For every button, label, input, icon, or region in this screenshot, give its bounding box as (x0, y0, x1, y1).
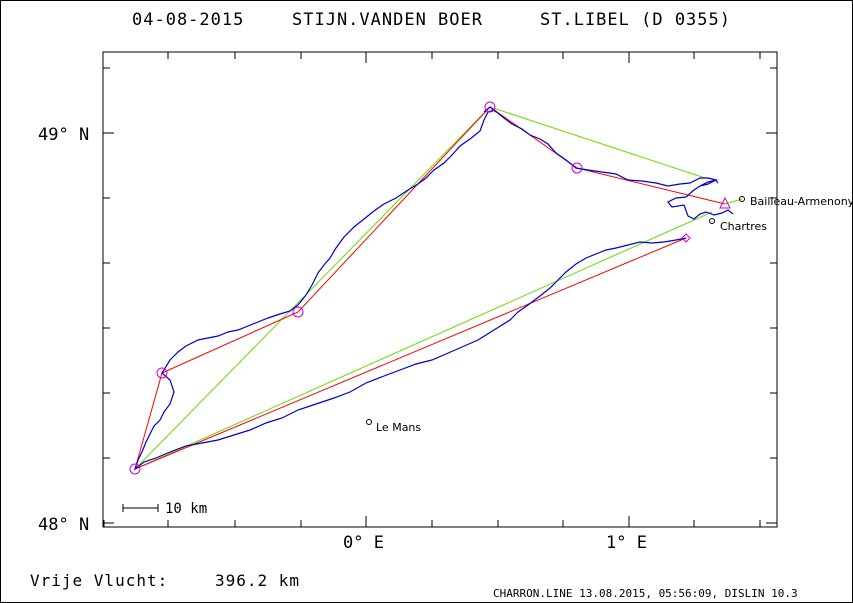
turnpoint-marker (292, 306, 304, 318)
plot-area (102, 51, 778, 528)
scale-bar (122, 504, 159, 512)
turnpoints (129, 101, 731, 475)
lat-label-48: 48° N (38, 515, 89, 535)
result-label: Vrije Vlucht: (30, 571, 168, 590)
place-label-chartres: Chartres (720, 220, 767, 233)
title-pilot: STIJN.VANDEN BOER (292, 10, 483, 30)
place-marker-le-mans (366, 419, 372, 425)
title-date: 04-08-2015 (132, 10, 244, 30)
lat-label-49: 49° N (38, 125, 89, 145)
task-legs (134, 106, 726, 470)
axis-ticks (103, 52, 777, 527)
turnpoint-marker (129, 463, 141, 475)
gps-track (133, 106, 734, 471)
flight-legs (134, 106, 743, 470)
title-glider: ST.LIBEL (D 0355) (540, 10, 731, 30)
footer-text: CHARRON.LINE 13.08.2015, 05:56:09, DISLI… (493, 587, 798, 600)
lon-label-1: 1° E (606, 533, 647, 553)
place-label-bailleau: Bailleau-Armenony (750, 195, 853, 208)
finish-diamond (681, 233, 691, 243)
start-triangle (719, 196, 731, 209)
scale-bar-label: 10 km (165, 501, 207, 517)
lon-label-0: 0° E (343, 533, 384, 553)
turnpoint-marker (156, 367, 168, 379)
result-value: 396.2 km (215, 571, 300, 590)
place-marker-bailleau (739, 196, 745, 202)
places: Bailleau-Armenony Chartres Le Mans (366, 195, 853, 434)
place-label-le-mans: Le Mans (376, 421, 421, 434)
place-marker-chartres (709, 218, 715, 224)
turnpoint-marker (484, 101, 496, 113)
turnpoint-marker (571, 162, 583, 174)
